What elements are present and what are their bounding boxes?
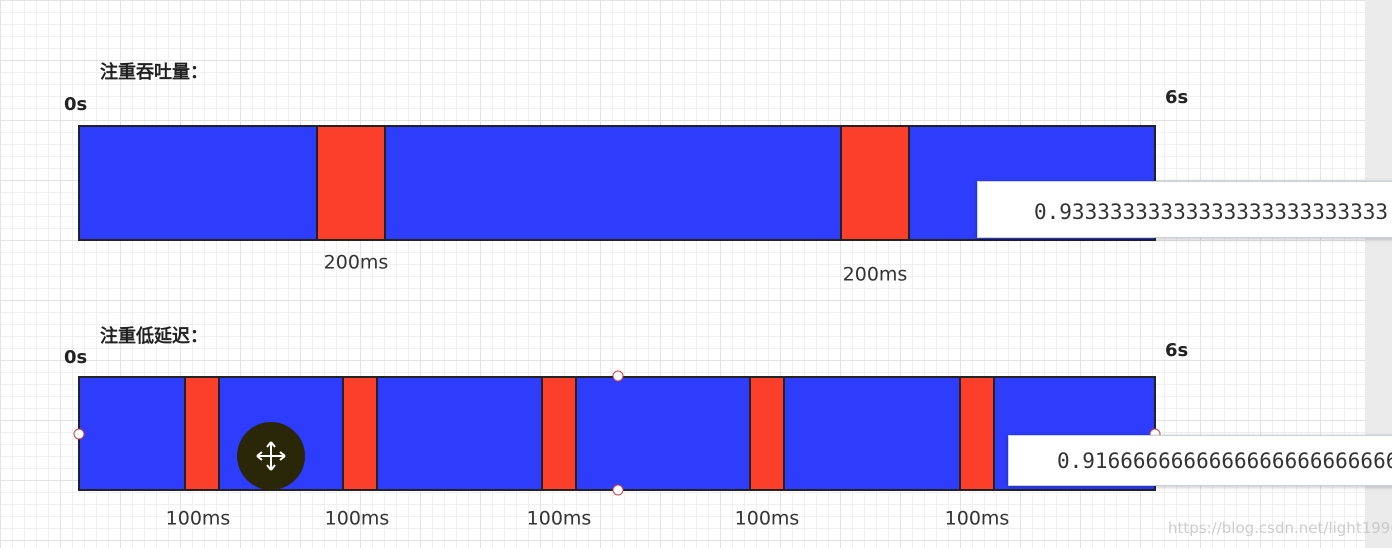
section-title: 注重低延迟：: [100, 325, 208, 347]
selection-handle[interactable]: [612, 484, 624, 496]
selection-handle[interactable]: [612, 370, 624, 382]
end-label: 6s: [1165, 87, 1188, 108]
move-cursor: [237, 422, 305, 490]
section-title: 注重吞吐量：: [100, 61, 208, 83]
pause-block: [541, 376, 577, 491]
pause-block: [749, 376, 785, 491]
run-bar: [78, 125, 1156, 241]
pause-block: [184, 376, 220, 491]
pause-label: 100ms: [735, 508, 800, 530]
pause-label: 100ms: [527, 508, 592, 530]
pause-block: [316, 125, 386, 241]
selection-handle[interactable]: [73, 428, 85, 440]
value-tooltip: 0.93333333333333333333333333: [977, 181, 1392, 238]
watermark: https://blog.csdn.net/light1996: [1168, 519, 1392, 537]
pause-block: [840, 125, 910, 241]
value-tooltip: 0.91666666666666666666666666: [1008, 435, 1392, 486]
pause-label: 200ms: [843, 264, 908, 286]
pause-label: 100ms: [166, 508, 231, 530]
end-label: 6s: [1165, 340, 1188, 361]
start-label: 0s: [64, 94, 87, 115]
start-label: 0s: [64, 347, 87, 368]
pause-label: 100ms: [325, 508, 390, 530]
pause-block: [959, 376, 995, 491]
pause-label: 100ms: [945, 508, 1010, 530]
pause-label: 200ms: [324, 252, 389, 274]
pause-block: [342, 376, 378, 491]
